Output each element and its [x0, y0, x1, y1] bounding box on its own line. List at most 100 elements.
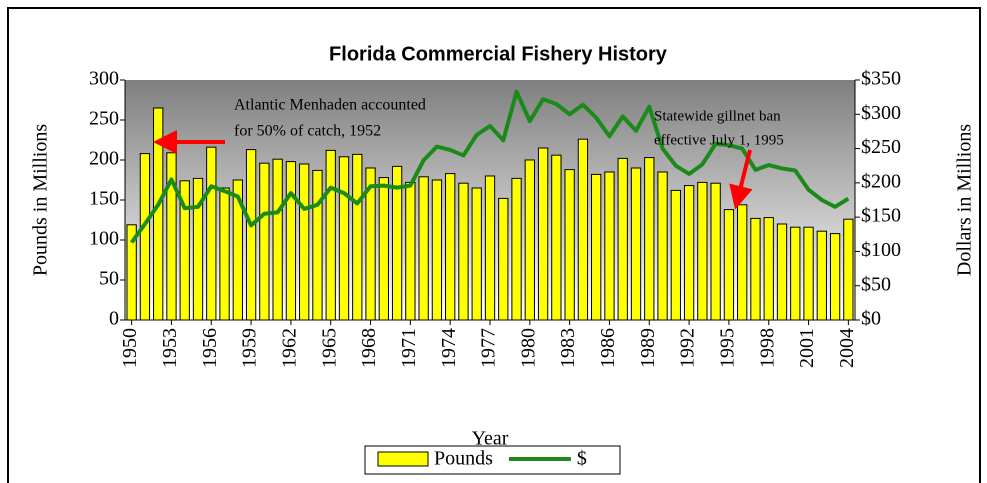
bar: [471, 187, 482, 321]
bar: [737, 204, 748, 321]
x-tick-label: 1992: [677, 328, 699, 368]
y-tick-label: 300: [89, 68, 119, 90]
y-tick-label: 250: [89, 108, 119, 130]
x-tick-label: 1974: [438, 328, 460, 368]
x-tick-label: 1980: [517, 328, 539, 368]
y2-tick-label: $50: [861, 273, 891, 295]
y2-tick-label: $100: [861, 239, 901, 261]
x-tick-label: 1959: [239, 328, 261, 368]
bar: [829, 233, 841, 321]
x-tick-label: 1998: [756, 328, 778, 368]
bar: [272, 158, 283, 321]
y2-tick-label: $350: [861, 68, 901, 90]
bar: [352, 153, 363, 321]
x-tick-label: 2001: [796, 328, 818, 368]
x-tick-label: 1968: [358, 328, 380, 368]
bar: [484, 175, 496, 321]
bar: [245, 149, 257, 321]
y-tick-label: 0: [109, 308, 119, 330]
annotation-arrow: [729, 149, 753, 210]
y-tick-label: 50: [99, 268, 119, 290]
bar: [325, 149, 336, 321]
bar: [644, 157, 655, 321]
y2-tick-label: $0: [861, 308, 881, 330]
bar: [418, 176, 429, 321]
bar: [259, 162, 270, 321]
x-tick-label: 1953: [159, 328, 181, 368]
x-tick-label: 1965: [318, 328, 340, 368]
bar: [816, 230, 827, 321]
bar: [338, 156, 350, 321]
legend-label: Pounds: [434, 448, 493, 470]
bar: [537, 147, 549, 321]
bar: [843, 218, 854, 321]
legend-swatch: [377, 451, 429, 467]
bar: [312, 169, 323, 321]
y2-tick-label: $250: [861, 136, 901, 158]
bar: [285, 161, 297, 321]
y-tick-label: 100: [89, 228, 119, 250]
bar: [683, 185, 695, 321]
y2-tick-label: $300: [861, 102, 901, 124]
bar: [803, 226, 814, 321]
bar: [697, 181, 708, 321]
bar: [445, 173, 456, 321]
bar: [591, 173, 602, 321]
bar: [206, 146, 217, 321]
frame: [7, 7, 981, 483]
x-tick-label: 1950: [119, 328, 141, 368]
bar: [723, 209, 735, 321]
bar: [458, 182, 469, 321]
bar: [630, 167, 642, 321]
x-tick-label: 1971: [398, 328, 420, 368]
y-tick-label: 200: [89, 148, 119, 170]
bar: [299, 163, 310, 321]
bar: [564, 169, 575, 321]
line-series: [130, 89, 850, 244]
x-tick-label: 1983: [557, 328, 579, 368]
chart-title: Florida Commercial Fishery History: [329, 43, 668, 65]
annotation-text: Atlantic Menhaden accounted: [234, 97, 426, 114]
legend-label: $: [577, 448, 587, 470]
annotation-text: effective July 1, 1995: [654, 132, 784, 148]
bar: [617, 157, 628, 321]
annotation-text: for 50% of catch, 1952: [234, 123, 381, 140]
x-tick-label: 1962: [279, 328, 301, 368]
x-axis-label: Year: [472, 428, 509, 450]
y2-tick-label: $150: [861, 205, 901, 227]
bar: [524, 159, 535, 321]
bar: [604, 171, 615, 321]
annotation: Statewide gillnet ban effective July 1, …: [654, 108, 784, 210]
bar: [378, 177, 389, 321]
y-axis-label: Pounds in Millions: [30, 124, 52, 276]
bar: [511, 177, 522, 321]
bar: [139, 153, 151, 321]
bar: [431, 179, 443, 321]
x-tick-label: 1977: [478, 328, 500, 368]
bar: [219, 187, 230, 321]
y2-tick-label: $200: [861, 170, 901, 192]
legend: Pounds $: [364, 445, 621, 475]
bar: [577, 138, 589, 321]
y-tick-label: 150: [89, 188, 119, 210]
bar: [551, 154, 562, 321]
bar: [763, 217, 774, 321]
x-tick-label: 1956: [199, 328, 221, 368]
bar: [750, 217, 761, 321]
x-tick-label: 1989: [637, 328, 659, 368]
bar: [657, 171, 668, 321]
x-tick-label: 1986: [597, 328, 619, 368]
bars: [126, 107, 854, 321]
annotation-text: Statewide gillnet ban: [654, 108, 781, 124]
x-tick-label: 1995: [717, 328, 739, 368]
bar: [790, 226, 801, 321]
bar: [153, 107, 164, 321]
y2-axis-label: Dollars in Millions: [954, 124, 976, 276]
x-tick-label: 2004: [836, 328, 858, 368]
annotation: Atlantic Menhaden accounted for 50% of c…: [153, 97, 426, 154]
bar: [710, 182, 721, 321]
bar: [405, 181, 416, 321]
bar: [776, 223, 788, 321]
bar: [670, 189, 681, 321]
